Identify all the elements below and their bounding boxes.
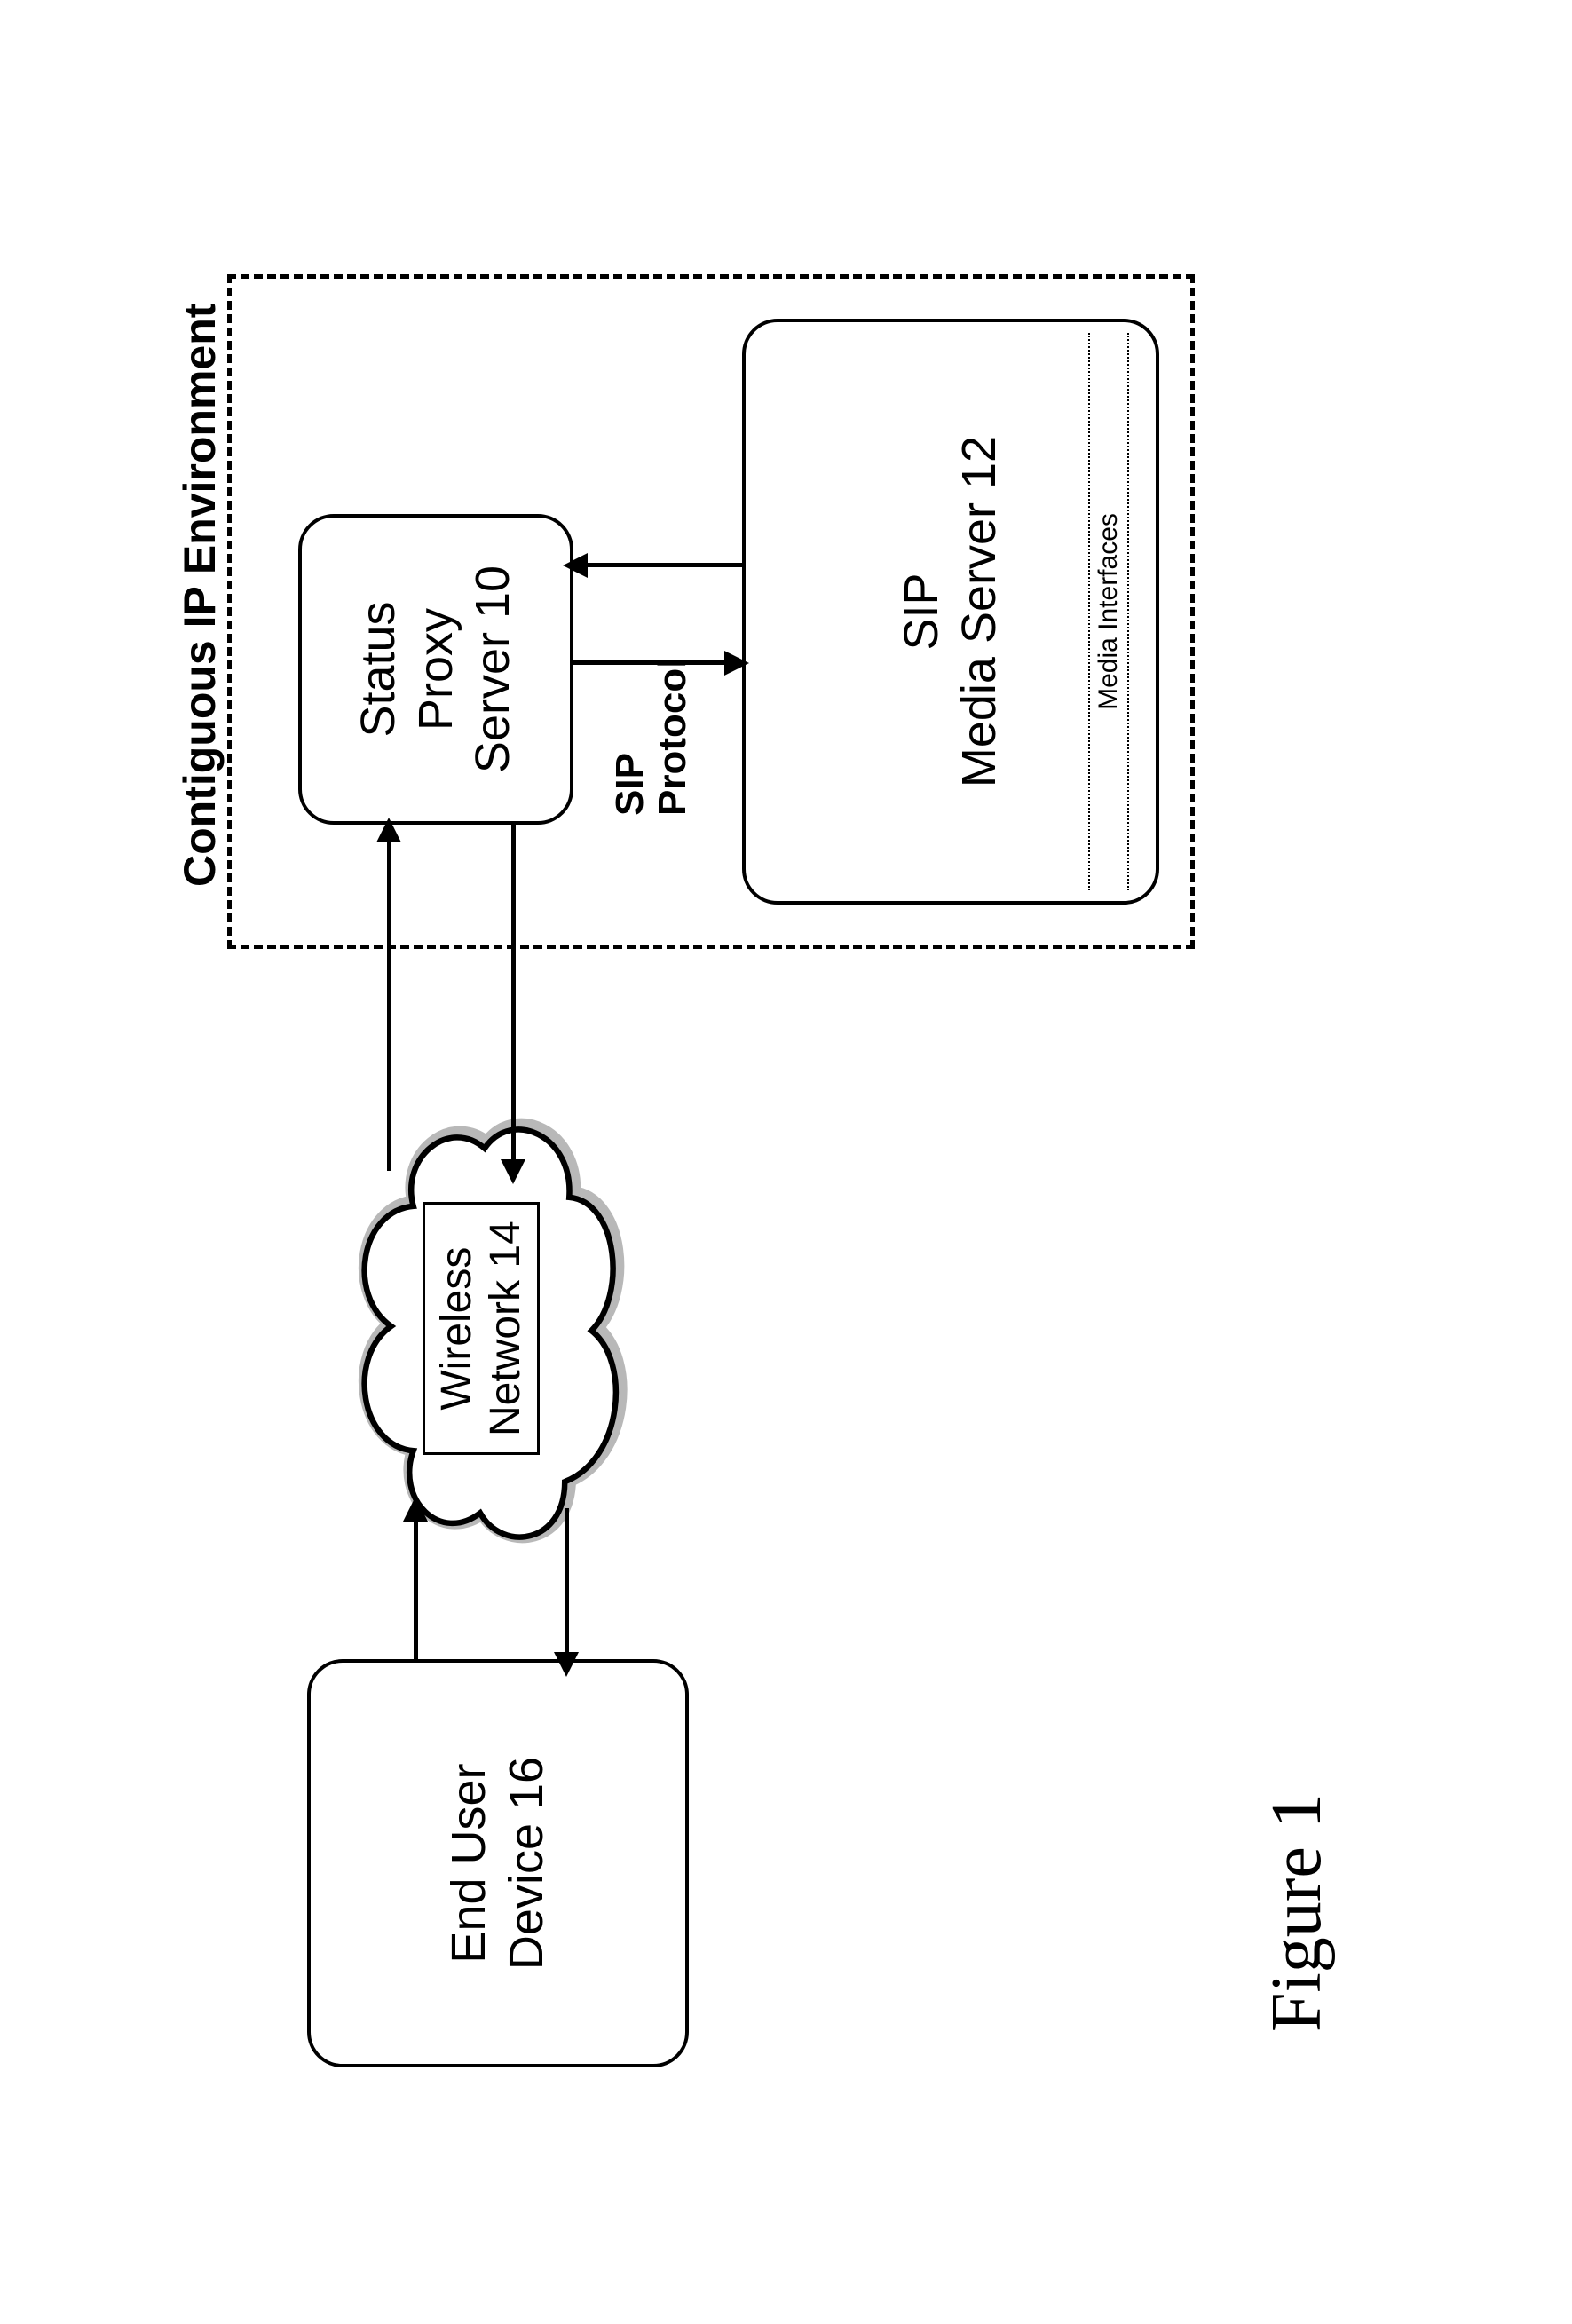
diagram-canvas: Contiguous IP Environment End User Devic… xyxy=(121,186,1452,2138)
media-interfaces-band: Media Interfaces xyxy=(1088,333,1129,890)
end-user-line1: End User xyxy=(440,1763,498,1963)
wireless-line2: Network 14 xyxy=(481,1221,530,1436)
sip-protocol-label: SIP Protocol xyxy=(609,658,695,816)
arrow-proxy-to-cloud xyxy=(511,825,516,1162)
ip-environment-title: Contiguous IP Environment xyxy=(174,304,225,887)
figure-caption: Figure 1 xyxy=(1257,1793,1338,2032)
wireless-network-cloud: Wireless Network 14 xyxy=(325,1118,644,1561)
end-user-line2: Device 16 xyxy=(498,1757,556,1970)
arrowhead-cloud-to-eu xyxy=(554,1652,579,1677)
arrowhead-media-to-proxy xyxy=(563,553,588,578)
proxy-line1: Status xyxy=(349,601,407,737)
sip-label-l1: SIP xyxy=(609,658,652,816)
sip-media-server-node: SIP Media Server 12 Media Interfaces xyxy=(742,319,1159,905)
arrow-cloud-to-proxy xyxy=(387,834,391,1171)
arrowhead-proxy-to-media xyxy=(724,651,749,676)
arrowhead-eu-to-cloud xyxy=(403,1497,428,1522)
wireless-line1: Wireless xyxy=(432,1221,481,1436)
media-line2: Media Server 12 xyxy=(951,436,1008,787)
wireless-network-label: Wireless Network 14 xyxy=(423,1202,540,1455)
arrowhead-cloud-to-proxy xyxy=(376,818,401,842)
arrowhead-proxy-to-cloud xyxy=(501,1159,525,1184)
sip-label-l2: Protocol xyxy=(652,658,694,816)
media-line1: SIP xyxy=(893,573,951,650)
arrow-eu-to-cloud xyxy=(414,1517,418,1659)
proxy-line2: Proxy xyxy=(407,608,464,731)
arrow-cloud-to-eu xyxy=(565,1508,569,1655)
arrow-media-to-proxy xyxy=(582,563,742,567)
status-proxy-server-node: Status Proxy Server 10 xyxy=(298,514,573,825)
proxy-line3: Server 10 xyxy=(464,565,522,773)
end-user-device-node: End User Device 16 xyxy=(307,1659,689,2067)
arrow-proxy-to-media xyxy=(573,660,733,665)
